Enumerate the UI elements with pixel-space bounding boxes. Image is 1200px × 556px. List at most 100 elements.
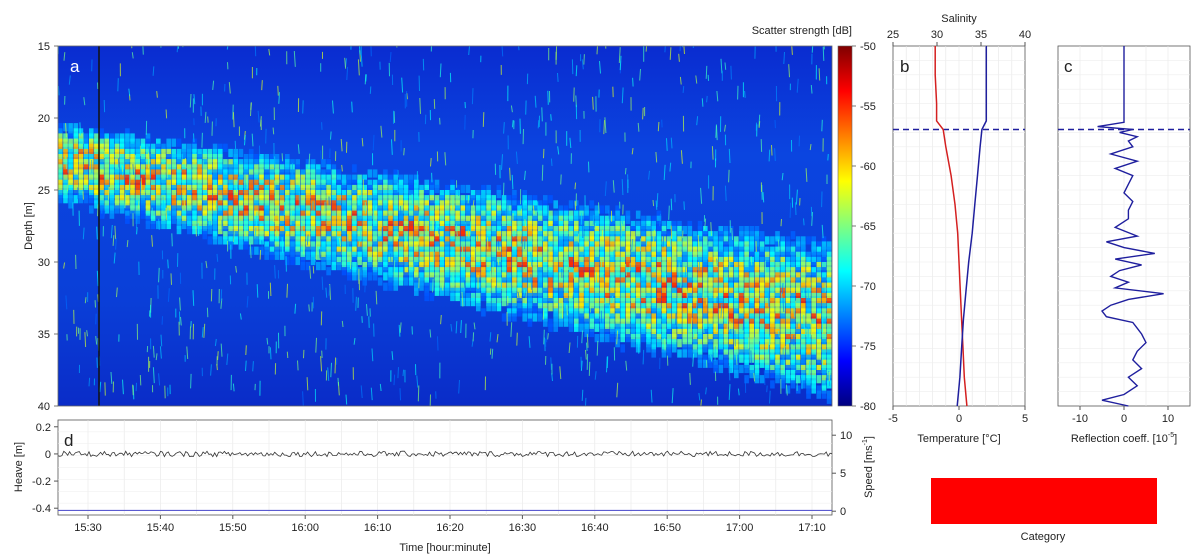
heatmap-cell — [697, 236, 703, 245]
heatmap-cell — [295, 210, 300, 219]
heatmap-cell — [770, 380, 775, 389]
heatmap-cell — [584, 215, 589, 224]
heatmap-cell — [336, 236, 342, 245]
heatmap-cell — [321, 236, 326, 245]
heatmap-cell — [99, 143, 104, 152]
heatmap-cell — [248, 148, 254, 158]
heatmap-cell — [821, 262, 827, 271]
heatmap-cell — [697, 226, 703, 235]
heatmap-cell — [207, 205, 213, 214]
heatmap-streak — [695, 300, 698, 312]
heatmap-streak — [670, 198, 673, 211]
heatmap-cell — [166, 179, 171, 188]
heatmap-cell — [661, 298, 667, 307]
heatmap-cell — [764, 328, 770, 338]
heatmap-cell — [615, 256, 620, 266]
heatmap-cell — [135, 148, 140, 158]
heatmap-cell — [703, 359, 708, 368]
heatmap-cell — [161, 148, 166, 158]
heatmap-streak — [780, 218, 782, 227]
heatmap-cell — [89, 143, 94, 152]
colorbar-ticks: -50-55-60-65-70-75-80 — [852, 41, 876, 413]
heatmap-cell — [666, 246, 672, 255]
heatmap-cell — [393, 272, 398, 281]
heatmap-cell — [352, 215, 357, 224]
heatmap-cell — [429, 226, 435, 235]
heatmap-streak — [450, 323, 453, 332]
heatmap-cell — [99, 184, 104, 194]
heatmap-cell — [455, 282, 460, 291]
heatmap-cell — [156, 200, 161, 209]
heatmap-cell — [264, 210, 269, 219]
heatmap-cell — [290, 174, 295, 183]
heatmap-cell — [682, 328, 687, 338]
heatmap-cell — [610, 318, 615, 327]
heatmap-cell — [749, 303, 754, 312]
heatmap-cell — [470, 292, 476, 302]
heatmap-cell — [310, 179, 316, 188]
heatmap-streak — [397, 367, 399, 379]
heatmap-streak — [774, 148, 776, 162]
heatmap-cell — [718, 262, 724, 271]
heatmap-cell — [218, 226, 223, 235]
heatmap-cell — [150, 169, 156, 178]
heatmap-cell — [770, 246, 775, 255]
heatmap-cell — [512, 313, 517, 322]
heatmap-cell — [357, 215, 362, 224]
heatmap-streak — [464, 222, 467, 229]
heatmap-cell — [367, 205, 373, 214]
heatmap-cell — [279, 210, 285, 219]
panel-d-x-tick-label: 16:00 — [291, 522, 319, 534]
heatmap-cell — [739, 349, 744, 358]
heatmap-cell — [274, 210, 280, 219]
heatmap-cell — [661, 246, 667, 255]
heatmap-cell — [321, 226, 326, 235]
heatmap-cell — [734, 344, 739, 353]
heatmap-streak — [165, 207, 168, 221]
heatmap-cell — [300, 210, 306, 219]
heatmap-cell — [759, 359, 765, 368]
heatmap-cell — [171, 159, 177, 168]
heatmap-cell — [816, 303, 822, 312]
heatmap-cell — [780, 236, 785, 245]
heatmap-cell — [723, 308, 729, 317]
heatmap-cell — [264, 159, 269, 168]
heatmap-y-tick-label: 20 — [38, 113, 50, 125]
heatmap-streak — [637, 122, 640, 132]
heatmap-cell — [414, 200, 419, 209]
heatmap-cell — [759, 241, 765, 250]
heatmap-cell — [486, 184, 491, 194]
heatmap-cell — [625, 334, 631, 343]
heatmap-cell — [806, 267, 811, 276]
heatmap-cell — [677, 318, 682, 327]
heatmap-cell — [759, 231, 765, 240]
heatmap-cell — [125, 154, 130, 163]
heatmap-streak — [266, 337, 269, 345]
heatmap-cell — [372, 220, 378, 230]
heatmap-cell — [687, 339, 693, 348]
heatmap-cell — [233, 148, 238, 158]
heatmap-cell — [476, 241, 481, 250]
heatmap-cell — [269, 246, 275, 255]
heatmap-cell — [589, 241, 595, 250]
heatmap-cell — [548, 272, 553, 281]
heatmap-cell — [305, 246, 311, 255]
heatmap-cell — [754, 323, 760, 332]
heatmap-cell — [697, 339, 703, 348]
heatmap-cell — [537, 298, 543, 307]
heatmap-cell — [89, 154, 94, 163]
heatmap-cell — [481, 287, 486, 296]
panel-d-y-tick-label: 0.2 — [36, 422, 51, 434]
heatmap-cell — [759, 313, 765, 322]
heatmap-cell — [697, 262, 703, 271]
heatmap-cell — [377, 267, 383, 276]
heatmap-cell — [424, 215, 429, 224]
heatmap-cell — [826, 262, 832, 271]
heatmap-cell — [764, 236, 770, 245]
heatmap-cell — [341, 184, 347, 194]
heatmap-cell — [166, 143, 171, 152]
heatmap-cell — [119, 184, 125, 194]
heatmap-cell — [450, 215, 455, 224]
heatmap-cell — [455, 220, 460, 230]
heatmap-cell — [305, 159, 311, 168]
